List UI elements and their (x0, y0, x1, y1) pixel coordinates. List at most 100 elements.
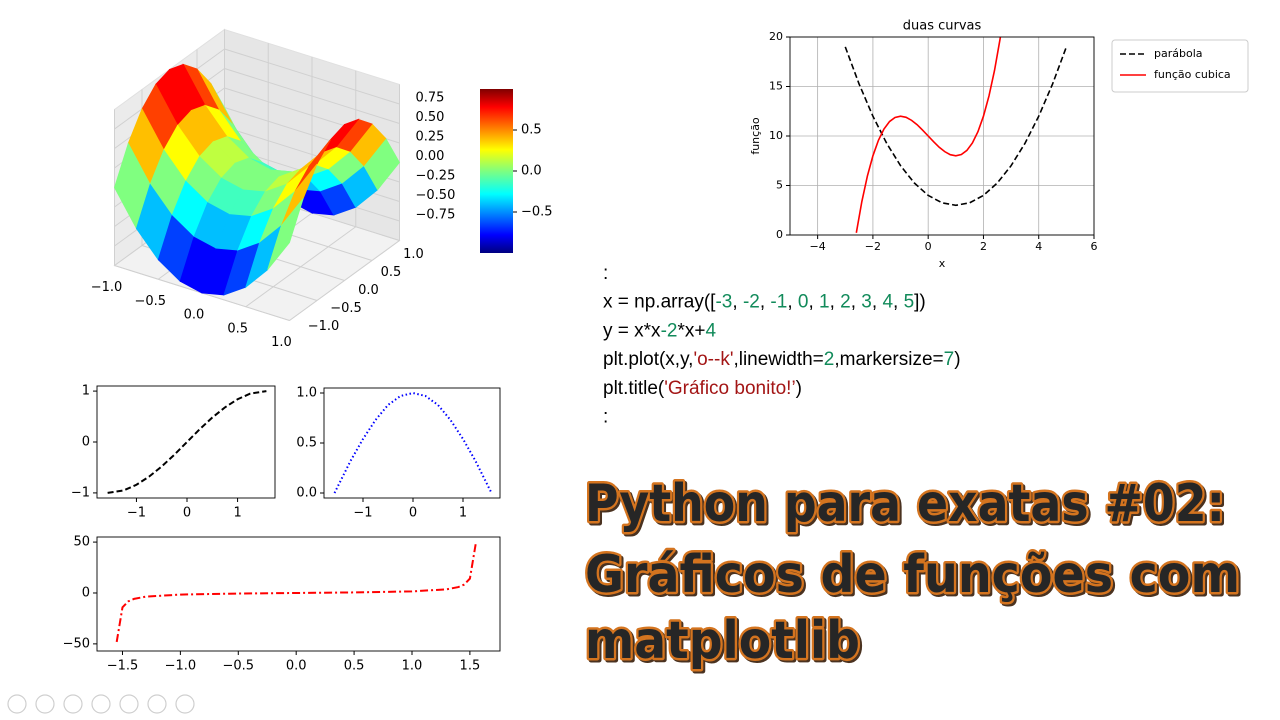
colorbar-tick-label: −0.5 (521, 205, 553, 220)
y-tick-label: −1 (71, 485, 90, 500)
toolbar-button[interactable] (91, 694, 111, 714)
colorbar-tick-label: 0.0 (521, 164, 542, 179)
y-tick-label: 0.0 (296, 486, 317, 501)
toolbar-button[interactable] (63, 694, 83, 714)
x-tick-label: 1.0 (402, 659, 423, 674)
code-line: plt.plot(x,y,'o--k',linewidth=2,markersi… (603, 349, 961, 370)
axes-frame (96, 385, 276, 499)
z-tick-label: 0.00 (416, 149, 445, 164)
code-token: -2 (743, 292, 760, 313)
y-tick-label: 0.0 (358, 283, 379, 298)
z-tick-label: −0.75 (416, 208, 456, 223)
code-token: ]) (914, 292, 926, 313)
y-tick-label: 1 (82, 384, 90, 399)
code-line: : (603, 407, 608, 428)
x-tick-label: 0.5 (344, 659, 365, 674)
y-tick-label: 10 (769, 129, 783, 142)
code-token: 'o--k' (693, 349, 733, 370)
colorbar-tick-label: 0.5 (521, 123, 542, 138)
x-axis-label: x (939, 257, 946, 270)
y-tick-label: 20 (769, 30, 783, 43)
z-tick-label: 0.25 (416, 130, 445, 145)
code-token: 7 (944, 349, 955, 370)
x-tick-label: −2 (865, 240, 881, 253)
x-tick-label: 2 (980, 240, 987, 253)
axes-frame (96, 536, 501, 652)
code-token: : (603, 407, 608, 428)
code-token: ) (954, 349, 960, 370)
data-line (107, 390, 267, 494)
x-tick-label: −4 (810, 240, 826, 253)
code-token: : (603, 263, 608, 284)
code-token: , (872, 292, 883, 313)
code-token: 4 (705, 320, 716, 341)
code-token: 4 (882, 292, 893, 313)
toolbar-button[interactable] (147, 694, 167, 714)
code-token: ,markersize= (834, 349, 943, 370)
code-token: 2 (840, 292, 851, 313)
code-token: 1 (819, 292, 830, 313)
toolbar-button[interactable] (175, 694, 195, 714)
x-tick-label: 1 (233, 506, 241, 521)
code-token: 5 (904, 292, 915, 313)
legend-label: parábola (1154, 47, 1203, 60)
code-token: 2 (824, 349, 835, 370)
code-token: , (808, 292, 819, 313)
x-tick-label: 0 (183, 506, 191, 521)
x-tick-label: 4 (1035, 240, 1042, 253)
surface-patch (267, 198, 304, 271)
code-token: ,linewidth= (733, 349, 823, 370)
code-token: , (760, 292, 771, 313)
toolbar (7, 694, 195, 714)
x-tick-label: 0.0 (184, 308, 205, 323)
data-line (855, 37, 1002, 233)
colorbar (480, 89, 513, 253)
toolbar-button[interactable] (7, 694, 27, 714)
code-token: , (787, 292, 798, 313)
y-tick-label: −50 (63, 636, 90, 651)
toolbar-button[interactable] (119, 694, 139, 714)
x-tick-label: 0.5 (227, 321, 248, 336)
z-tick-label: 0.75 (416, 91, 445, 106)
code-token: y = x*x (603, 320, 661, 341)
code-token: 3 (861, 292, 872, 313)
slide-title: Gráficos de funções com (585, 545, 1240, 605)
code-token: -2 (661, 320, 678, 341)
code-token: -3 (715, 292, 732, 313)
z-tick-label: 0.50 (416, 110, 445, 125)
data-line (844, 46, 1068, 207)
y-tick-label: 0 (82, 435, 90, 450)
code-token: , (732, 292, 743, 313)
x-tick-label: 0 (409, 506, 417, 521)
x-tick-label: −0.5 (222, 659, 254, 674)
grid-line (224, 68, 400, 124)
code-token: , (830, 292, 841, 313)
slide-title: matplotlib (585, 611, 860, 671)
code-token: , (893, 292, 904, 313)
code-token: *x+ (677, 320, 705, 341)
x-tick-label: 0 (925, 240, 932, 253)
code-token: 'Gráfico bonito!’ (664, 378, 795, 399)
y-tick-label: 50 (73, 535, 90, 550)
code-line: x = np.array([-3, -2, -1, 0, 1, 2, 3, 4,… (603, 292, 926, 313)
y-tick-label: 5 (776, 179, 783, 192)
code-token: -1 (770, 292, 787, 313)
x-tick-label: −1.0 (91, 280, 123, 295)
x-tick-label: −1 (353, 506, 372, 521)
y-tick-label: 1.0 (403, 247, 424, 262)
code-token: , (851, 292, 862, 313)
data-line (333, 391, 493, 494)
chart-title: duas curvas (903, 19, 982, 34)
x-tick-label: −1.0 (165, 659, 197, 674)
code-token: plt.title( (603, 378, 665, 399)
y-tick-label: 0 (82, 585, 90, 600)
axes-frame (789, 36, 1095, 236)
code-token: x = np.array([ (603, 292, 716, 313)
code-token: 0 (798, 292, 809, 313)
code-line: : (603, 263, 608, 284)
y-tick-label: 0.5 (296, 436, 317, 451)
x-tick-label: −1 (127, 506, 146, 521)
data-line (115, 543, 477, 643)
x-tick-label: −1.5 (107, 659, 139, 674)
toolbar-button[interactable] (35, 694, 55, 714)
